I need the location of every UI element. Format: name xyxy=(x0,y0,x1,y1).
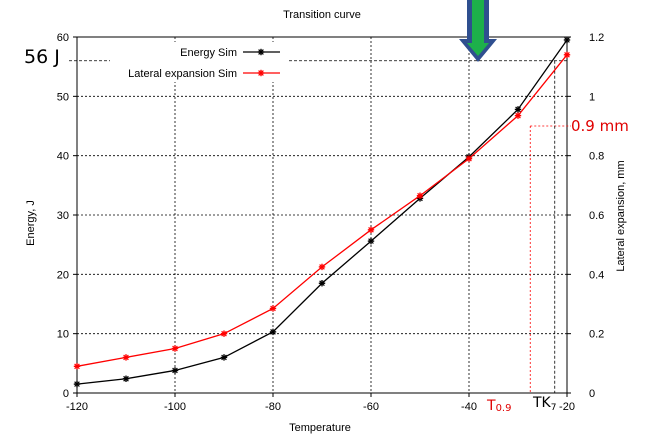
expansion-data-point xyxy=(514,112,522,119)
expansion-data-point xyxy=(563,51,571,58)
energy-data-point xyxy=(171,367,179,374)
expansion-level-annotation: 0.9 mm xyxy=(571,117,629,135)
y2-tick-label: 1 xyxy=(589,91,595,103)
x-axis-label: Temperature xyxy=(289,422,351,434)
x-tick-label: -120 xyxy=(66,401,88,413)
legend-swatch-energy xyxy=(243,48,280,56)
expansion-data-point xyxy=(416,192,424,199)
expansion-series-line xyxy=(76,54,568,367)
energy-data-point xyxy=(269,328,277,336)
x-tick-label: -20 xyxy=(559,401,575,413)
tk7-annotation: TK7 xyxy=(532,395,556,413)
chart-title: Transition curve xyxy=(283,9,361,21)
energy-data-point xyxy=(563,36,571,44)
energy-data-point xyxy=(220,354,228,361)
legend-label-energy: Energy Sim xyxy=(180,47,237,59)
legend-marker-energy xyxy=(257,48,265,56)
expansion-data-point xyxy=(73,363,81,370)
legend-label-expansion: Lateral expansion Sim xyxy=(128,68,237,80)
arrow-fill xyxy=(467,0,489,56)
legend-marker-expansion xyxy=(257,69,265,77)
y-tick-label: 40 xyxy=(57,151,69,163)
energy-label-bg xyxy=(20,42,68,68)
y2-tick-label: 0 xyxy=(589,388,595,400)
x-tick-label: -60 xyxy=(363,401,379,413)
y2-axis-label: Lateral expansion, mm xyxy=(615,160,627,271)
expansion-data-point xyxy=(220,330,228,337)
energy-data-point xyxy=(514,106,522,113)
legend: Energy Sim Lateral expansion Sim xyxy=(110,42,288,82)
expansion-data-point xyxy=(367,226,375,234)
x-tick-label: -100 xyxy=(164,401,186,413)
y2-tick-label: 0.4 xyxy=(589,269,604,281)
y-tick-label: 0 xyxy=(63,388,69,400)
y2-tick-label: 1.2 xyxy=(589,32,604,44)
y-tick-label: 10 xyxy=(57,329,69,341)
y-tick-label: 20 xyxy=(57,269,69,281)
grid-lines xyxy=(76,36,568,394)
expansion-data-point xyxy=(171,345,179,352)
y2-tick-label: 0.8 xyxy=(589,151,604,163)
energy-level-annotation: 56 J xyxy=(24,46,60,68)
energy-data-point xyxy=(367,237,375,245)
y-tick-label: 30 xyxy=(57,210,69,222)
reference-lines xyxy=(69,60,571,393)
expansion-data-point xyxy=(269,305,277,312)
series-group xyxy=(73,36,571,388)
legend-swatch-expansion xyxy=(243,69,280,77)
x-tick-label: -80 xyxy=(265,401,281,413)
energy-data-point xyxy=(122,375,130,382)
energy-series-line xyxy=(76,39,568,385)
tick-labels: -120 -100 -80 -60 -40 -20 0 10 20 30 40 50 60 0 0.2 0.4… xyxy=(57,32,605,413)
y-tick-label: 50 xyxy=(57,91,69,103)
t09-annotation: T0.9 xyxy=(486,398,511,414)
expansion-data-point xyxy=(122,354,130,361)
expansion-data-point xyxy=(465,155,473,162)
expansion-data-point xyxy=(318,263,326,271)
down-arrow-icon xyxy=(459,0,497,62)
y-axis-label: Energy, J xyxy=(25,200,37,246)
y-tick-label: 60 xyxy=(57,32,69,44)
y2-tick-label: 0.2 xyxy=(589,329,604,341)
energy-data-point xyxy=(318,280,326,287)
x-tick-label: -40 xyxy=(461,401,477,413)
y2-tick-label: 0.6 xyxy=(589,210,604,222)
energy-data-point xyxy=(73,380,81,388)
